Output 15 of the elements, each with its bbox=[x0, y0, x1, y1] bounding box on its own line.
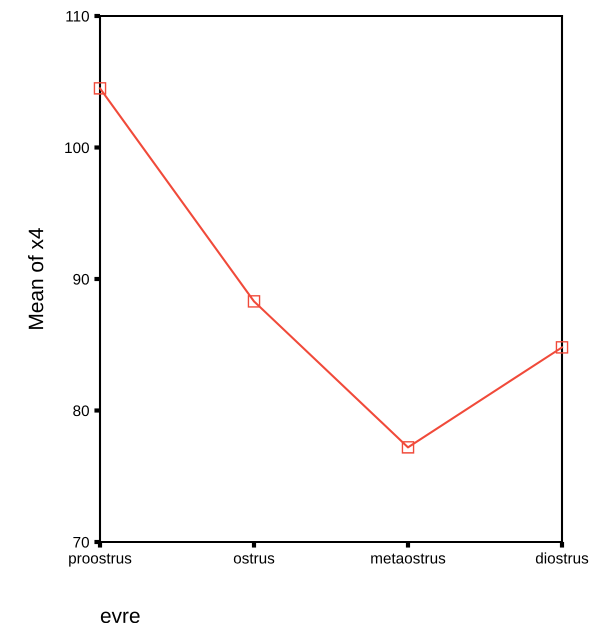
x-tick-label: diostrus bbox=[536, 552, 588, 564]
x-tick-label: metaostrus bbox=[371, 554, 446, 564]
y-axis-title: Mean of x4 bbox=[28, 228, 44, 329]
point bbox=[556, 341, 568, 354]
x-tick-label: ostrus bbox=[234, 554, 274, 564]
x-axis-title: evre bbox=[100, 612, 140, 624]
y-tick-label: 80 bbox=[73, 405, 89, 416]
point bbox=[94, 82, 106, 95]
y-tick-label: 110 bbox=[66, 10, 89, 22]
x-tick-label: proostrus bbox=[69, 554, 132, 567]
y-tick-label: 100 bbox=[65, 142, 89, 154]
point bbox=[248, 295, 260, 308]
point bbox=[402, 441, 414, 454]
y-tick-label: 90 bbox=[73, 274, 89, 285]
y-tick-label: 70 bbox=[73, 536, 89, 548]
